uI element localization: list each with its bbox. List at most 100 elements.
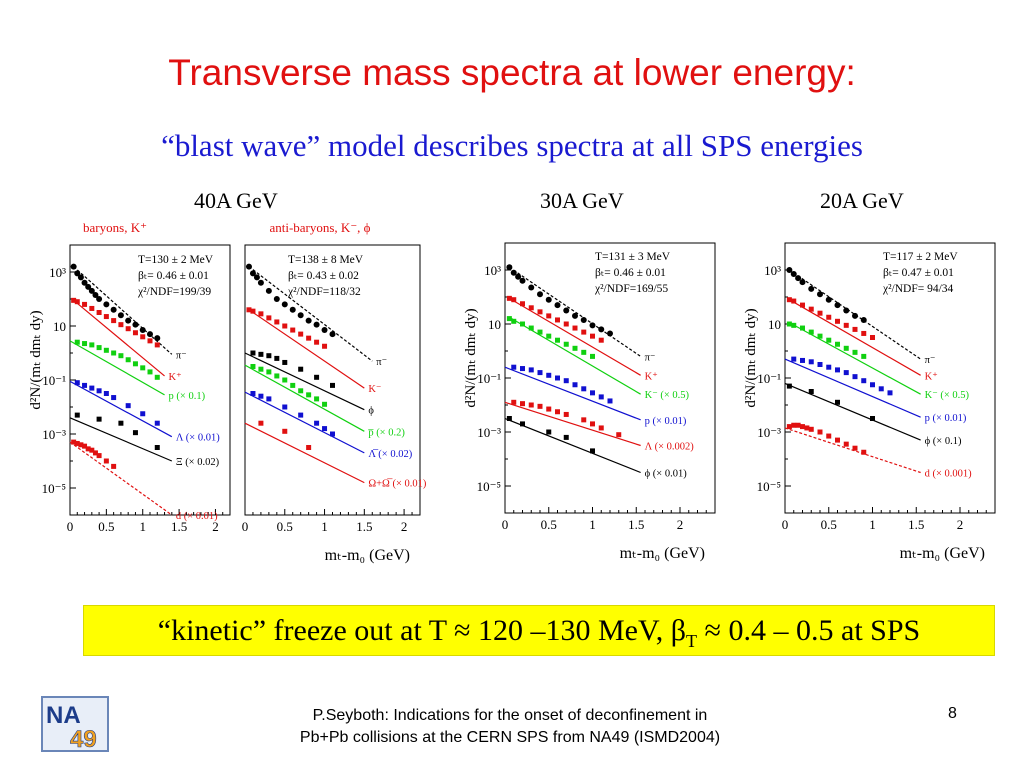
data-point [520,421,525,427]
data-point [520,321,525,327]
data-point [528,325,534,331]
series-group: Ξ (× 0.02) [69,412,220,468]
data-point [581,417,587,423]
data-point [265,287,272,294]
data-point [298,412,304,418]
data-point [118,420,124,426]
y-tick-label: 10³ [764,263,781,278]
data-point [147,369,153,375]
data-point [791,322,797,328]
data-point [870,416,875,421]
x-tick-label: 1.5 [628,517,644,532]
fit-line [784,382,921,441]
series-label: K⁻ (× 0.5) [645,390,690,401]
data-point [258,366,264,372]
data-point [555,317,560,323]
data-point [506,295,512,301]
data-point [82,443,88,449]
data-point [96,453,102,459]
data-point [154,342,160,348]
series-label: π⁻ [376,357,387,368]
data-point [298,366,304,372]
data-point [590,390,595,396]
data-point [250,350,256,356]
data-point [554,302,561,309]
data-point [799,279,806,286]
data-point [843,441,849,447]
energy-label-40: 40A GeV [194,188,278,213]
x-tick-label: 0 [502,517,509,532]
data-point [111,350,117,356]
footer: P.Seyboth: Indications for the onset of … [230,705,790,749]
fit-line [504,366,641,421]
data-point [581,349,587,355]
series-label: K⁺ [645,371,659,382]
series-group: K⁻ (× 0.5) [786,321,970,401]
data-point [274,319,280,325]
series-group: p (× 0.1) [69,339,206,402]
data-point [537,291,543,298]
data-point [92,291,99,298]
fit-line [244,422,365,484]
data-point [520,301,525,307]
data-point [528,284,535,291]
data-point [795,275,802,282]
series-group: ϕ (× 0.1) [784,382,962,447]
chart-40-baryons: 0 0.5 1 1.5 2 10³ 10 10⁻¹ 10⁻³ 10⁻⁵ d²N/(mₜ dmₜ dy… [30,215,240,575]
data-point [154,420,160,426]
data-point [125,317,132,324]
data-point [817,310,823,316]
data-point [870,335,875,340]
data-point [852,312,858,319]
fit-line [248,266,373,362]
series-group: Λ̅ (× 0.02) [244,391,413,460]
data-point [250,308,256,314]
y-tick-label: 10⁻³ [42,427,66,442]
data-point [306,392,312,398]
data-point [581,386,587,392]
series-group: p (× 0.01) [784,356,967,424]
fit-line [789,299,921,376]
energy-label-30: 30A GeV [540,188,624,213]
data-point [795,422,801,428]
data-point [266,315,272,321]
data-point [81,279,88,286]
data-point [537,329,543,335]
energy-label-20: 20A GeV [820,188,904,213]
fit-parameter: βₜ= 0.46 ± 0.01 [595,267,666,279]
data-point [590,448,595,454]
fit-line [69,340,165,396]
x-tick-label: 0 [67,519,74,534]
data-point [826,337,832,343]
y-axis-label: d²N/(mₜ dmₜ dy) [463,308,479,407]
y-tick-label: 10⁻¹ [42,373,66,388]
data-point [125,357,131,363]
data-point [607,330,613,337]
data-point [282,359,288,365]
y-tick-label: 10⁻³ [477,425,501,440]
data-point [598,326,605,333]
fit-parameter: χ²/NDF= 94/34 [882,283,954,295]
fit-parameter: T=138 ± 8 MeV [288,254,364,266]
fit-parameter: T=117 ± 2 MeV [883,251,958,263]
data-point [118,353,124,359]
data-point [89,305,95,311]
data-point [266,396,272,402]
data-point [298,331,304,337]
data-point [322,426,328,432]
series-label: K⁻ (× 0.5) [925,390,970,401]
data-point [314,339,320,345]
data-point [132,361,138,367]
data-point [71,439,77,445]
data-point [282,377,288,383]
data-point [245,263,252,270]
data-point [297,312,304,319]
y-tick-label: 10⁻⁵ [757,479,781,494]
fit-parameter: T=130 ± 2 MeV [138,254,214,266]
data-point [515,273,522,280]
data-point [826,314,832,320]
fit-line [244,391,365,454]
data-point [870,382,875,388]
data-point [74,412,80,418]
data-point [808,389,814,394]
